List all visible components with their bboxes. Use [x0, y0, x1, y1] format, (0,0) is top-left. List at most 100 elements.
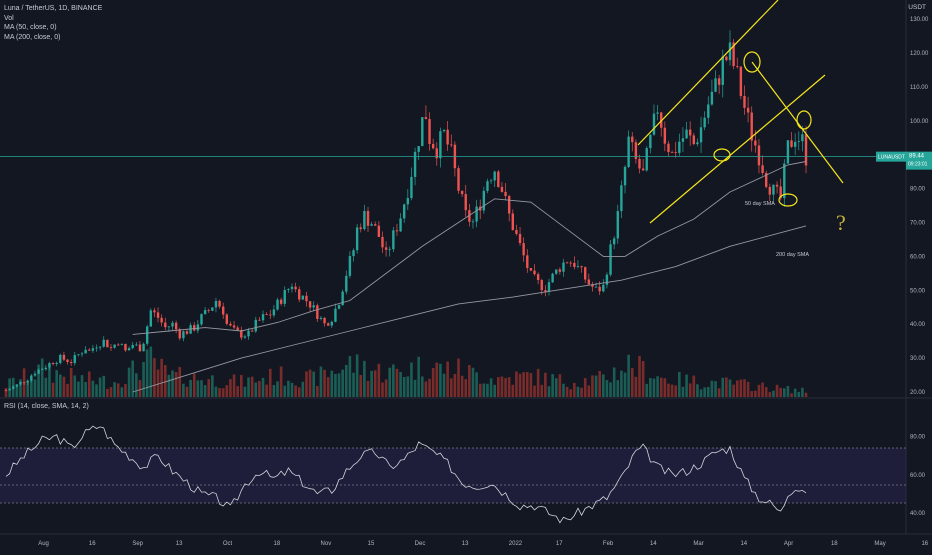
candle[interactable]: [225, 313, 229, 326]
candle[interactable]: [627, 130, 630, 168]
candle[interactable]: [279, 297, 283, 306]
candle[interactable]: [145, 324, 149, 346]
candle[interactable]: [247, 327, 250, 340]
candle[interactable]: [515, 224, 518, 236]
candle[interactable]: [511, 209, 514, 231]
candle[interactable]: [641, 159, 645, 171]
candle[interactable]: [272, 304, 276, 318]
candle[interactable]: [714, 70, 717, 93]
candle[interactable]: [355, 223, 359, 254]
candle[interactable]: [8, 387, 11, 391]
candle[interactable]: [316, 303, 319, 322]
candle[interactable]: [573, 256, 576, 270]
candle[interactable]: [62, 351, 66, 362]
candles[interactable]: [4, 30, 808, 392]
candle[interactable]: [30, 373, 33, 383]
candle[interactable]: [4, 388, 8, 392]
candle[interactable]: [44, 364, 48, 371]
candle[interactable]: [649, 134, 652, 154]
candle[interactable]: [51, 362, 55, 366]
candle[interactable]: [294, 282, 297, 293]
ma200-legend[interactable]: MA (200, close, 0): [4, 33, 61, 41]
candle[interactable]: [739, 66, 743, 100]
candle[interactable]: [612, 236, 616, 250]
candle[interactable]: [174, 320, 178, 334]
candle[interactable]: [681, 127, 685, 152]
candle[interactable]: [337, 304, 341, 310]
candle[interactable]: [678, 133, 681, 156]
candle[interactable]: [670, 150, 674, 153]
candle[interactable]: [580, 265, 583, 273]
candle[interactable]: [232, 320, 236, 330]
candle[interactable]: [290, 283, 294, 293]
candle[interactable]: [464, 184, 467, 217]
candle[interactable]: [164, 317, 167, 331]
candle[interactable]: [91, 344, 95, 353]
candle[interactable]: [207, 308, 210, 313]
candle[interactable]: [117, 343, 120, 346]
circle-bottom[interactable]: [778, 193, 798, 207]
candle[interactable]: [127, 346, 131, 351]
candle[interactable]: [529, 267, 533, 272]
candle[interactable]: [218, 299, 221, 309]
candle[interactable]: [486, 178, 489, 194]
candle[interactable]: [384, 241, 388, 257]
circle-right[interactable]: [796, 110, 812, 130]
candle[interactable]: [185, 328, 189, 336]
channel-upper-line[interactable]: [637, 0, 779, 146]
candle[interactable]: [124, 343, 127, 352]
candle[interactable]: [395, 223, 399, 236]
rsi-line[interactable]: [5, 425, 807, 524]
candle[interactable]: [638, 154, 641, 174]
candle[interactable]: [457, 165, 460, 194]
candle[interactable]: [500, 182, 504, 193]
candle[interactable]: [243, 334, 247, 339]
candle[interactable]: [26, 379, 29, 386]
candle[interactable]: [576, 260, 580, 269]
candle[interactable]: [348, 251, 352, 279]
volume-legend[interactable]: Vol: [4, 14, 14, 22]
candle[interactable]: [80, 352, 84, 357]
candle[interactable]: [381, 231, 384, 254]
candle[interactable]: [84, 346, 87, 354]
circle-top[interactable]: [743, 51, 761, 73]
candle[interactable]: [135, 341, 138, 347]
candle[interactable]: [616, 204, 619, 244]
candle[interactable]: [522, 237, 525, 262]
candle[interactable]: [620, 180, 623, 219]
candle[interactable]: [442, 129, 446, 133]
candle[interactable]: [421, 117, 424, 147]
candle[interactable]: [410, 167, 413, 201]
candle[interactable]: [725, 55, 728, 62]
ma50-line[interactable]: [132, 161, 807, 335]
candle[interactable]: [688, 121, 692, 146]
ma50-legend[interactable]: MA (50, close, 0): [4, 24, 57, 31]
candle[interactable]: [214, 297, 218, 313]
candle[interactable]: [728, 30, 732, 66]
candle[interactable]: [229, 321, 232, 327]
candle[interactable]: [417, 145, 420, 160]
candle[interactable]: [667, 140, 670, 157]
candle[interactable]: [786, 139, 790, 164]
candle[interactable]: [109, 343, 113, 351]
candle[interactable]: [149, 308, 152, 328]
candle[interactable]: [692, 132, 695, 146]
candle[interactable]: [55, 361, 58, 367]
candle[interactable]: [283, 286, 286, 307]
candle[interactable]: [450, 134, 453, 148]
candle[interactable]: [323, 317, 326, 327]
candle[interactable]: [193, 321, 196, 332]
candle[interactable]: [489, 178, 493, 184]
time-axis[interactable]: Aug 16 Sep 13 Oct 18 Nov 15 Dec 13 2022 17 Feb 14 Mar 1…: [38, 541, 929, 547]
candle[interactable]: [439, 127, 442, 168]
candle[interactable]: [707, 96, 710, 124]
candle[interactable]: [591, 281, 594, 292]
candle[interactable]: [569, 260, 572, 267]
candle[interactable]: [258, 317, 261, 321]
candle[interactable]: [156, 307, 160, 323]
candle[interactable]: [533, 264, 536, 276]
candle[interactable]: [743, 85, 746, 115]
candle[interactable]: [536, 272, 540, 285]
